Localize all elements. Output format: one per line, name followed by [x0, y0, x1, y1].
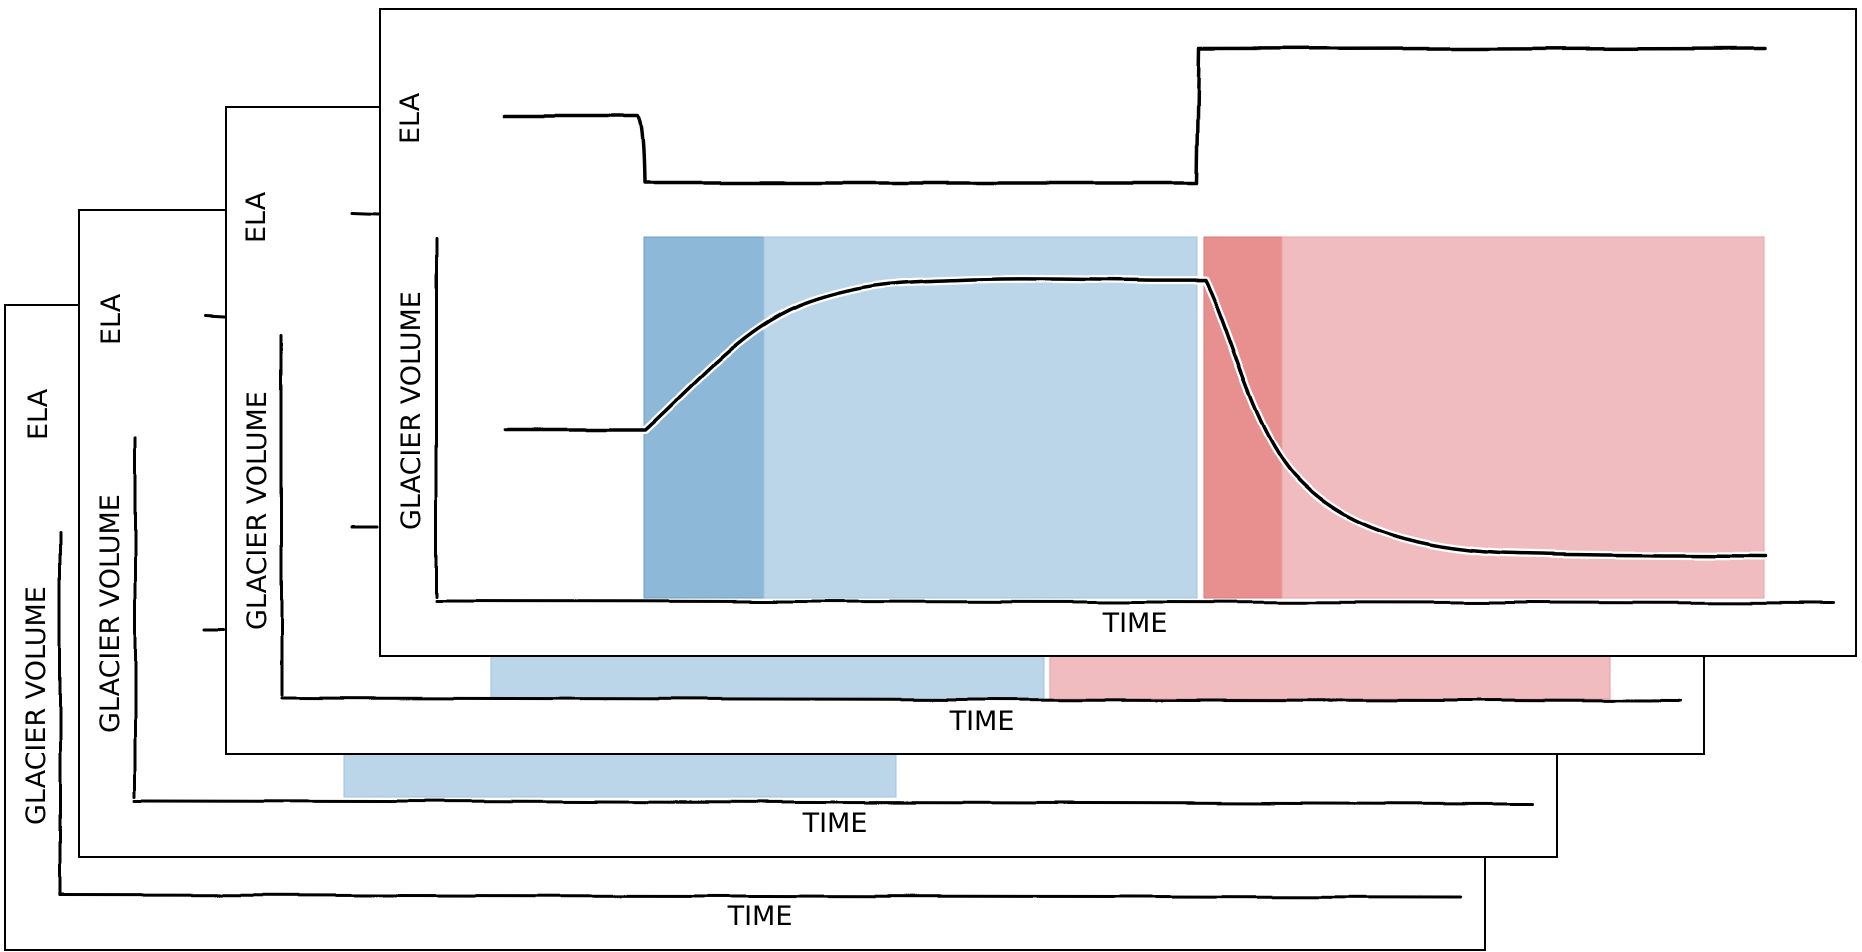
- panel-3-volume-label: GLACIER VOLUME: [242, 391, 273, 630]
- panel-2-x-axis: [133, 799, 1535, 806]
- panel-1-time-label: TIME: [727, 901, 793, 932]
- panel-3-ela-label: ELA: [241, 191, 272, 243]
- panel-4: ELA GLACIER VOLUME TIME: [379, 8, 1857, 657]
- retreat-slow-response-band: [1281, 236, 1765, 599]
- panel-3-advance-band: [490, 651, 1045, 700]
- panel-3-retreat-band: [1049, 651, 1611, 700]
- panel-1-volume-label: GLACIER VOLUME: [21, 586, 52, 825]
- panel-1-ela-label: ELA: [23, 388, 54, 440]
- panel-4-time-label: TIME: [1102, 608, 1168, 639]
- advance-slow-response-band: [763, 236, 1198, 599]
- glacier-volume-curve: [503, 277, 1767, 558]
- retreat-fast-response-band: [1203, 236, 1283, 599]
- panel-3-time-label: TIME: [949, 706, 1015, 737]
- panel-4-volume-label: GLACIER VOLUME: [396, 291, 427, 530]
- panel-4-x-axis: [434, 599, 1836, 605]
- panel-3-x-axis: [279, 696, 1682, 703]
- ela-curve: [503, 46, 1767, 185]
- panel-2-time-label: TIME: [802, 808, 868, 839]
- panel-1-x-axis: [58, 893, 1462, 899]
- panel-2-volume-label: GLACIER VOLUME: [95, 494, 126, 733]
- panel-2-ela-label: ELA: [96, 293, 127, 345]
- panel-2-ela-line-stub: [203, 314, 226, 319]
- panel-4-ela-label: ELA: [395, 92, 426, 144]
- panel-3-ela-line-stub: [350, 211, 380, 216]
